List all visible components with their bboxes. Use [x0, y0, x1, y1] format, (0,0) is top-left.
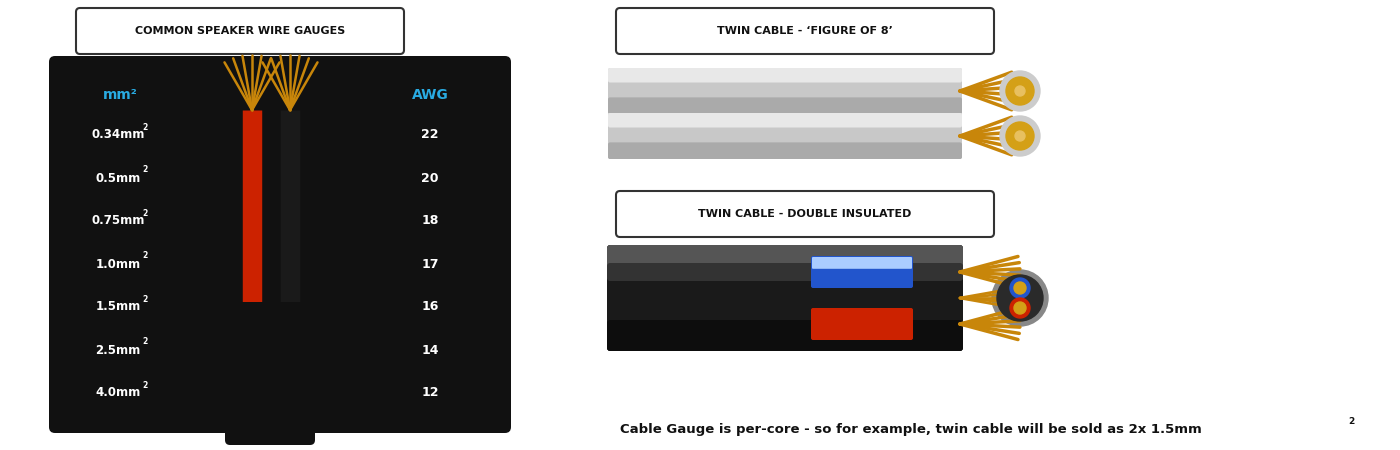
Text: 2: 2	[1348, 418, 1354, 427]
Text: 17: 17	[421, 257, 438, 270]
FancyBboxPatch shape	[608, 142, 962, 159]
Text: 2: 2	[141, 294, 147, 303]
FancyBboxPatch shape	[76, 8, 405, 54]
FancyBboxPatch shape	[49, 56, 511, 433]
FancyBboxPatch shape	[608, 68, 962, 114]
Text: 1.5mm: 1.5mm	[95, 301, 140, 314]
FancyBboxPatch shape	[812, 257, 911, 269]
Text: TWIN CABLE - ‘FIGURE OF 8’: TWIN CABLE - ‘FIGURE OF 8’	[717, 26, 893, 36]
Circle shape	[1009, 278, 1030, 298]
FancyBboxPatch shape	[608, 113, 962, 127]
Text: 0.34mm: 0.34mm	[91, 129, 144, 141]
Circle shape	[993, 270, 1049, 326]
Text: 2.5mm: 2.5mm	[95, 343, 140, 356]
Text: COMMON SPEAKER WIRE GAUGES: COMMON SPEAKER WIRE GAUGES	[134, 26, 346, 36]
Text: 14: 14	[421, 343, 438, 356]
Circle shape	[1015, 86, 1025, 96]
Circle shape	[1000, 116, 1040, 156]
Circle shape	[1014, 282, 1026, 294]
Text: 0.75mm: 0.75mm	[91, 215, 144, 228]
Text: AWG: AWG	[412, 88, 448, 102]
Text: 12: 12	[421, 387, 438, 400]
FancyBboxPatch shape	[616, 191, 994, 237]
FancyBboxPatch shape	[608, 245, 963, 351]
Circle shape	[1014, 302, 1026, 314]
Text: 2: 2	[141, 381, 147, 390]
FancyBboxPatch shape	[225, 302, 315, 438]
Text: Cable Gauge is per-core - so for example, twin cable will be sold as 2x 1.5mm: Cable Gauge is per-core - so for example…	[620, 423, 1201, 436]
Circle shape	[1015, 131, 1025, 141]
Text: 2: 2	[141, 166, 147, 175]
Text: 2: 2	[141, 252, 147, 261]
FancyBboxPatch shape	[608, 97, 962, 114]
Text: 16: 16	[421, 301, 438, 314]
Text: 1.0mm: 1.0mm	[95, 257, 140, 270]
Circle shape	[1007, 122, 1035, 150]
Text: 4.0mm: 4.0mm	[95, 387, 140, 400]
Text: mm²: mm²	[102, 88, 137, 102]
Text: TWIN CABLE - DOUBLE INSULATED: TWIN CABLE - DOUBLE INSULATED	[699, 209, 911, 219]
Text: 0.5mm: 0.5mm	[95, 171, 140, 184]
FancyBboxPatch shape	[608, 320, 963, 351]
FancyBboxPatch shape	[608, 245, 963, 269]
Text: 2: 2	[141, 208, 147, 217]
Circle shape	[1000, 71, 1040, 111]
FancyBboxPatch shape	[811, 308, 913, 340]
Text: 2: 2	[141, 338, 147, 346]
Text: 2: 2	[141, 122, 147, 131]
FancyBboxPatch shape	[608, 263, 963, 281]
Circle shape	[997, 275, 1043, 321]
Circle shape	[1009, 298, 1030, 318]
FancyBboxPatch shape	[608, 68, 962, 82]
Text: 20: 20	[421, 171, 438, 184]
Text: 22: 22	[421, 129, 438, 141]
Text: 18: 18	[421, 215, 438, 228]
FancyBboxPatch shape	[616, 8, 994, 54]
Circle shape	[1007, 77, 1035, 105]
FancyBboxPatch shape	[225, 305, 315, 445]
FancyBboxPatch shape	[811, 256, 913, 288]
FancyBboxPatch shape	[608, 113, 962, 159]
